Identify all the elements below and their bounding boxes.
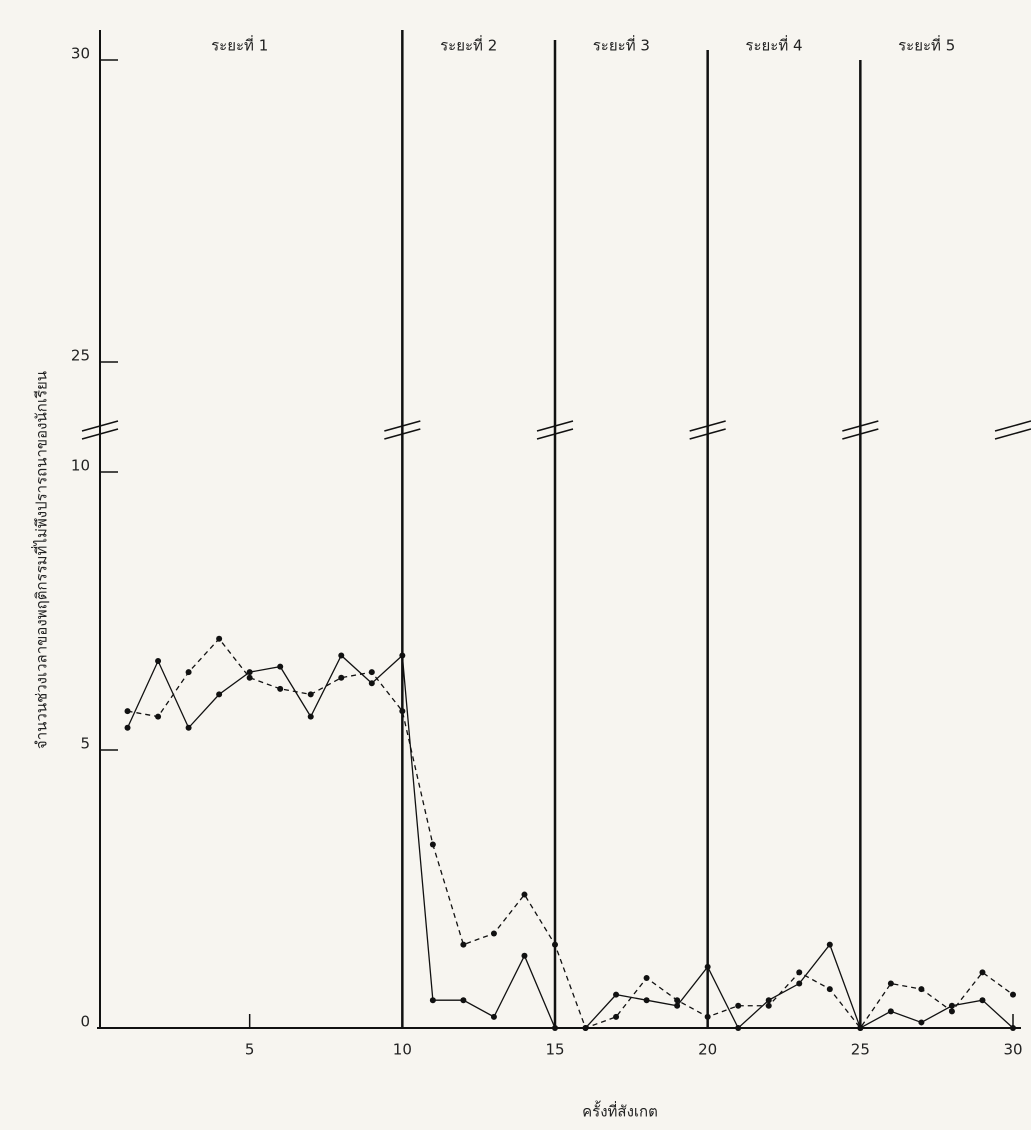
x-tick-label: 25 — [851, 1041, 870, 1059]
point — [674, 1002, 681, 1009]
phase-break — [994, 428, 1031, 440]
point — [613, 1013, 620, 1020]
point — [552, 1025, 558, 1031]
x-tick-label: 10 — [393, 1041, 412, 1059]
point — [918, 1019, 925, 1026]
point — [979, 997, 986, 1004]
phase-break — [689, 420, 726, 432]
point — [674, 997, 681, 1004]
x-tick-label: 15 — [545, 1041, 564, 1059]
point — [826, 986, 833, 993]
phase-break — [689, 428, 726, 440]
point — [216, 635, 223, 642]
x-axis-label: ครั้งที่สังเกต — [582, 1101, 658, 1121]
point — [460, 941, 467, 948]
y-axis-label: จำนวนช่วงเวลาของพฤติกรรมที่ไม่พึงปรารถนา… — [31, 371, 51, 749]
point — [277, 663, 284, 670]
point — [643, 974, 650, 981]
point — [857, 1025, 864, 1031]
point — [796, 969, 803, 976]
point — [643, 997, 650, 1004]
point — [124, 724, 131, 731]
point — [124, 708, 131, 715]
point — [185, 669, 192, 676]
phase-label: ระยะที่ 1 — [211, 35, 268, 55]
point — [368, 680, 375, 687]
point — [277, 685, 284, 692]
phase-label: ระยะที่ 3 — [593, 35, 650, 55]
point — [613, 991, 620, 998]
y-tick-label: 10 — [71, 457, 90, 475]
phase-break — [536, 420, 574, 432]
point — [155, 713, 162, 720]
point — [490, 1013, 497, 1020]
point — [796, 980, 803, 987]
point — [735, 1025, 742, 1031]
y-tick-label: 5 — [80, 735, 90, 753]
point — [338, 652, 345, 659]
point — [368, 669, 375, 676]
point — [948, 1008, 955, 1015]
phase-label: ระยะที่ 5 — [898, 35, 955, 55]
point — [429, 997, 436, 1004]
point — [552, 941, 558, 948]
point — [246, 674, 253, 681]
x-tick-label: 20 — [698, 1041, 717, 1059]
x-tick-label: 30 — [1003, 1041, 1022, 1059]
axis-break — [81, 420, 119, 432]
phase-break — [384, 428, 421, 440]
point — [307, 691, 314, 698]
point — [582, 1025, 589, 1031]
point — [979, 969, 986, 976]
point — [735, 1002, 742, 1009]
point — [765, 997, 772, 1004]
point — [1010, 1025, 1016, 1031]
y-tick-label: 30 — [71, 45, 90, 63]
point — [521, 952, 528, 959]
point — [765, 1002, 772, 1009]
phase-label: ระยะที่ 4 — [745, 35, 802, 55]
point — [399, 708, 406, 715]
point — [521, 891, 528, 898]
phase-break — [384, 420, 421, 432]
phase-break — [842, 428, 879, 440]
point — [155, 658, 162, 665]
point — [185, 724, 192, 731]
point — [490, 930, 497, 937]
point — [704, 1013, 711, 1020]
point — [429, 841, 436, 848]
phase-break — [536, 428, 574, 440]
point — [918, 986, 925, 993]
x-tick-label: 5 — [245, 1041, 255, 1059]
point — [460, 997, 467, 1004]
phase-label: ระยะที่ 2 — [440, 35, 497, 55]
point — [887, 1008, 894, 1015]
point — [216, 691, 223, 698]
axis-break — [81, 428, 119, 440]
y-tick-label: 25 — [71, 347, 90, 365]
point — [1010, 991, 1016, 998]
point — [246, 669, 253, 676]
phase-break — [994, 420, 1031, 432]
point — [399, 652, 406, 659]
point — [826, 941, 833, 948]
point — [948, 1002, 955, 1009]
point — [338, 674, 345, 681]
point — [307, 713, 314, 720]
series-line — [127, 637, 1014, 1030]
phase-break — [842, 420, 879, 432]
point — [887, 980, 894, 987]
point — [704, 963, 711, 970]
y-tick-label: 0 — [80, 1013, 90, 1031]
series-line — [126, 654, 1014, 1030]
